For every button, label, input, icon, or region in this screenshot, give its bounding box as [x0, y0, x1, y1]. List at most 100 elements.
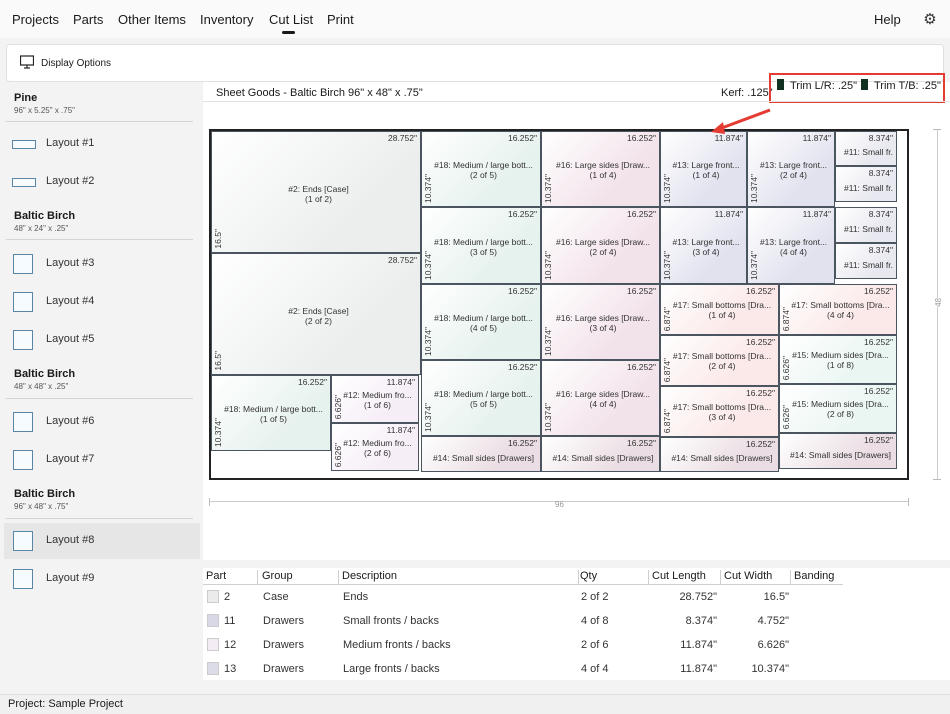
layout-piece[interactable]: 11.874" 10.374" #13: Large front... (4 of 4…: [747, 207, 835, 284]
layout-piece[interactable]: 11.874" 10.374" #13: Large front... (1 of 4…: [660, 131, 747, 207]
group-title: Baltic Birch: [14, 488, 76, 500]
piece-length-label: 16.252": [507, 286, 537, 296]
layout-piece[interactable]: 11.874" 6.626" #12: Medium fro... (1 of 6): [331, 375, 419, 423]
layout-thumbnail-icon: [12, 178, 36, 187]
piece-length-label: 16.252": [745, 337, 775, 347]
nav-parts[interactable]: Parts: [73, 12, 104, 27]
layout-piece[interactable]: 16.252" 6.874" #17: Small bottoms [Dra...(…: [660, 284, 779, 335]
nav-projects[interactable]: Projects: [12, 12, 59, 27]
piece-part-name: #12: Medium fro...: [343, 437, 412, 448]
piece-width-label: 16.5": [213, 229, 223, 249]
layout-item-2[interactable]: Layout #2: [4, 164, 200, 200]
piece-copy-count: (3 of 4): [589, 323, 617, 334]
col-cut-length[interactable]: Cut Length: [649, 570, 721, 585]
piece-name-label: #17: Small bottoms [Dra... (1 of 4): [669, 300, 775, 320]
gear-icon[interactable]: ⚙: [923, 10, 937, 28]
layout-item-4[interactable]: Layout #4: [4, 284, 200, 320]
layout-piece[interactable]: 8.374" #11: Small fr...: [835, 243, 897, 279]
piece-part-name: #16: Large sides [Draw...: [555, 313, 651, 324]
piece-name-label: #16: Large sides [Draw... (3 of 4): [550, 313, 656, 333]
layout-piece[interactable]: 16.252" 10.374" #16: Large sides [Draw...(…: [541, 360, 660, 436]
group-divider: [6, 518, 193, 519]
table-row[interactable]: 11 Drawers Small fronts / backs 4 of 8 8…: [203, 610, 843, 634]
layout-piece[interactable]: 16.252" #14: Small sides [Drawers]: [421, 436, 541, 472]
layout-item-1[interactable]: Layout #1: [4, 126, 200, 162]
layout-piece[interactable]: 16.252" 10.374" #18: Medium / large bott..…: [421, 207, 541, 284]
layout-piece[interactable]: 11.874" 6.626" #12: Medium fro... (2 of 6): [331, 423, 419, 471]
table-row[interactable]: 2 Case Ends 2 of 2 28.752" 16.5": [203, 586, 843, 610]
piece-name-label: #14: Small sides [Drawers]: [788, 450, 893, 460]
layout-piece[interactable]: 16.252" #14: Small sides [Drawers]: [779, 433, 897, 469]
layout-item-3[interactable]: Layout #3: [4, 246, 200, 282]
piece-name-label: #11: Small fr...: [844, 260, 893, 270]
help-link[interactable]: Help: [874, 12, 901, 27]
layout-piece[interactable]: 16.252" 10.374" #18: Medium / large bott..…: [421, 360, 541, 436]
layout-piece[interactable]: 16.252" 10.374" #16: Large sides [Draw...(…: [541, 284, 660, 360]
layout-piece[interactable]: 16.252" #14: Small sides [Drawers]: [541, 436, 660, 472]
layout-piece[interactable]: 28.752" 16.5" #2: Ends [Case] (2 of 2): [211, 253, 421, 375]
layout-item-7[interactable]: Layout #7: [4, 442, 200, 478]
display-options-button[interactable]: Display Options: [41, 58, 112, 69]
layout-item-5[interactable]: Layout #5: [4, 322, 200, 358]
col-group[interactable]: Group: [259, 570, 339, 585]
cell-cut-length: 8.374": [685, 615, 717, 627]
layout-piece[interactable]: 16.252" 6.626" #15: Medium sides [Dra... (2…: [779, 384, 897, 433]
layout-piece[interactable]: 16.252" 6.626" #15: Medium sides [Dra... (1…: [779, 335, 897, 384]
width-dimension-line: [209, 498, 909, 506]
layout-piece[interactable]: 16.252" 10.374" #18: Medium / large bott..…: [421, 284, 541, 360]
sheet-layout[interactable]: 28.752" 16.5" #2: Ends [Case] (1 of 2) 28.75…: [209, 129, 909, 480]
piece-copy-count: (1 of 8): [827, 360, 854, 371]
col-cut-width[interactable]: Cut Width: [721, 570, 791, 585]
piece-copy-count: (1 of 6): [364, 399, 391, 410]
nav-inventory[interactable]: Inventory: [200, 12, 254, 27]
layout-label: Layout #1: [46, 137, 95, 149]
layout-piece[interactable]: 16.252" 6.874" #17: Small bottoms [Dra...(…: [779, 284, 897, 335]
piece-length-label: 8.374": [868, 133, 893, 143]
part-color-swatch: [207, 662, 219, 675]
piece-part-name: #12: Medium fro...: [343, 389, 412, 400]
piece-name-label: #2: Ends [Case] (2 of 2): [220, 306, 417, 326]
layout-piece[interactable]: 16.252" 10.374" #18: Medium / large bott..…: [421, 131, 541, 207]
layout-item-9[interactable]: Layout #9: [4, 561, 200, 597]
trim-lr-label: Trim L/R: .25": [790, 80, 858, 92]
group-dims: 48" x 48" x .25": [14, 382, 69, 391]
piece-length-label: 8.374": [868, 209, 893, 219]
table-row[interactable]: 13 Drawers Large fronts / backs 4 of 4 1…: [203, 658, 843, 682]
piece-copy-count: (2 of 5): [470, 170, 497, 181]
layout-piece[interactable]: 16.252" 6.874" #17: Small bottoms [Dra...(…: [660, 386, 779, 437]
layout-piece[interactable]: 16.252" #14: Small sides [Drawers]: [660, 437, 779, 472]
layout-piece[interactable]: 11.874" 10.374" #13: Large front... (2 of 4…: [747, 131, 835, 207]
layout-piece[interactable]: 16.252" 10.374" #18: Medium / large bott..…: [211, 375, 331, 451]
piece-part-name: #13: Large front...: [759, 160, 828, 171]
nav-other-items[interactable]: Other Items: [118, 12, 186, 27]
col-qty[interactable]: Qty: [577, 570, 649, 585]
layout-piece[interactable]: 8.374" #11: Small fr...: [835, 207, 897, 243]
cell-description: Medium fronts / backs: [343, 639, 451, 651]
layout-label: Layout #2: [46, 175, 95, 187]
col-part[interactable]: Part: [203, 570, 258, 585]
col-description[interactable]: Description: [339, 570, 579, 585]
piece-copy-count: (2 of 2): [305, 316, 332, 327]
layout-piece[interactable]: 8.374" #11: Small fr...: [835, 166, 897, 202]
layout-item-8[interactable]: Layout #8: [4, 523, 200, 559]
layout-piece[interactable]: 16.252" 10.374" #16: Large sides [Draw...(…: [541, 207, 660, 284]
layout-thumbnail-icon: [13, 412, 33, 432]
group-divider: [6, 239, 193, 240]
piece-name-label: #14: Small sides [Drawers]: [430, 453, 537, 463]
table-row[interactable]: 12 Drawers Medium fronts / backs 2 of 6 …: [203, 634, 843, 658]
layout-item-6[interactable]: Layout #6: [4, 404, 200, 440]
layout-piece[interactable]: 16.252" 6.874" #17: Small bottoms [Dra...(…: [660, 335, 779, 386]
layout-piece[interactable]: 28.752" 16.5" #2: Ends [Case] (1 of 2): [211, 131, 421, 253]
layout-piece[interactable]: 16.252" 10.374" #16: Large sides [Draw...(…: [541, 131, 660, 207]
piece-name-label: #16: Large sides [Draw... (1 of 4): [550, 160, 656, 180]
piece-part-name: #11: Small fr...: [844, 260, 893, 271]
layout-piece[interactable]: 8.374" #11: Small fr...: [835, 131, 897, 166]
col-banding[interactable]: Banding: [794, 570, 835, 582]
trim-highlight-box: Trim L/R: .25" Trim T/B: .25": [769, 73, 945, 103]
piece-length-label: 16.252": [745, 439, 775, 449]
layout-label: Layout #6: [46, 415, 95, 427]
layout-thumbnail-icon: [13, 531, 33, 551]
nav-print[interactable]: Print: [327, 12, 354, 27]
layout-piece[interactable]: 11.874" 10.374" #13: Large front... (3 of 4…: [660, 207, 747, 284]
nav-cut-list[interactable]: Cut List: [269, 12, 314, 27]
